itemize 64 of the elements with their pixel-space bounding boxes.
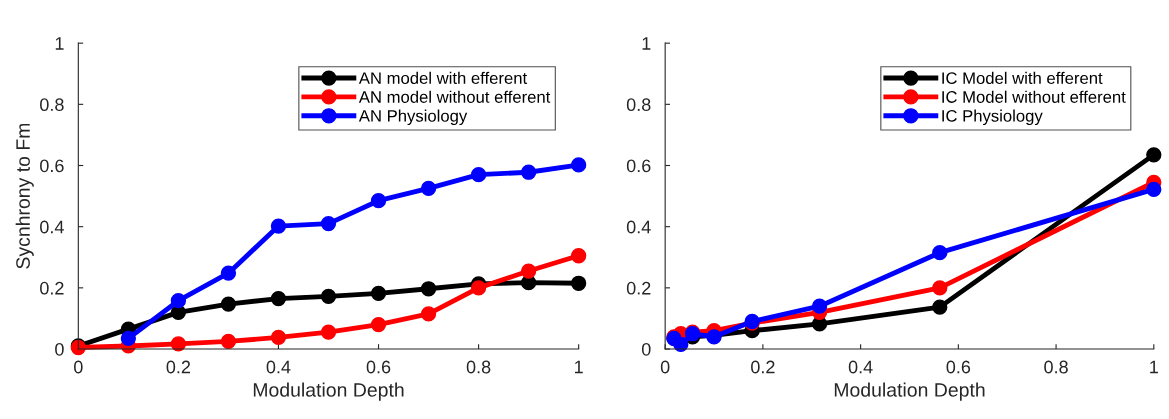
point — [571, 157, 587, 173]
point — [932, 299, 948, 315]
point — [370, 285, 387, 301]
point — [170, 293, 187, 309]
point — [932, 245, 948, 261]
legend-label: AN model with efferent — [358, 71, 528, 85]
point — [120, 330, 136, 346]
y-tick-label: 0.6 — [40, 159, 64, 173]
y-tick-label: 0.4 — [626, 220, 651, 234]
y-tick-label: 1 — [55, 37, 64, 50]
point — [220, 265, 237, 281]
point — [370, 316, 387, 333]
y-tick-label: 0.6 — [626, 159, 651, 173]
y-tick-label: 0 — [641, 342, 651, 356]
point — [270, 329, 287, 346]
legend-label: AN model without efferent — [358, 90, 551, 103]
legend-label: IC Model without efferent — [942, 90, 1126, 103]
point — [520, 164, 537, 180]
x-tick-label: 0.4 — [848, 360, 873, 374]
x-tick-label: 0.2 — [751, 360, 775, 374]
x-tick-label: 0.4 — [266, 360, 291, 374]
point — [420, 281, 437, 297]
y-tick-label: 0.2 — [40, 281, 64, 295]
point — [220, 296, 237, 312]
point — [520, 263, 537, 279]
y-tick-label: 0 — [55, 342, 64, 356]
point — [220, 333, 237, 350]
point — [170, 336, 187, 352]
point — [470, 280, 487, 296]
x-tick-label: 0.2 — [166, 360, 191, 374]
point — [811, 298, 828, 314]
x-tick-label: 0.8 — [1044, 360, 1068, 374]
point — [370, 193, 387, 209]
point — [320, 324, 337, 340]
y-tick-label: 0.4 — [40, 220, 64, 234]
point — [470, 167, 487, 183]
point — [270, 290, 287, 307]
x-tick-label: 1 — [1150, 360, 1158, 374]
x-axis-title: Modulation Depth — [834, 382, 985, 401]
x-tick-label: 0.8 — [466, 360, 491, 374]
x-tick-label: 0.6 — [946, 360, 971, 374]
point — [420, 306, 437, 322]
point — [1146, 147, 1162, 163]
x-axis-title: Modulation Depth — [253, 382, 404, 401]
y-tick-label: 1 — [642, 37, 651, 50]
point — [420, 180, 437, 197]
point — [932, 280, 948, 296]
y-tick-label: 0.2 — [626, 281, 651, 295]
x-tick-label: 1 — [575, 360, 583, 374]
point — [571, 275, 587, 291]
y-tick-label: 0.8 — [626, 98, 651, 112]
legend-label: AN Physiology — [358, 109, 468, 126]
legend-label: IC Physiology — [942, 109, 1043, 126]
y-axis-title: Sycnhrony to Fm — [15, 123, 34, 269]
point — [320, 215, 337, 232]
x-tick-label: 0.6 — [366, 360, 391, 374]
point — [320, 288, 337, 305]
x-tick-label: 0 — [660, 360, 670, 374]
legend-label: IC Model with efferent — [942, 71, 1103, 85]
point — [571, 248, 587, 264]
y-tick-label: 0.8 — [40, 98, 64, 112]
point — [270, 218, 287, 234]
point — [1146, 181, 1162, 198]
x-tick-label: 0 — [74, 360, 83, 374]
